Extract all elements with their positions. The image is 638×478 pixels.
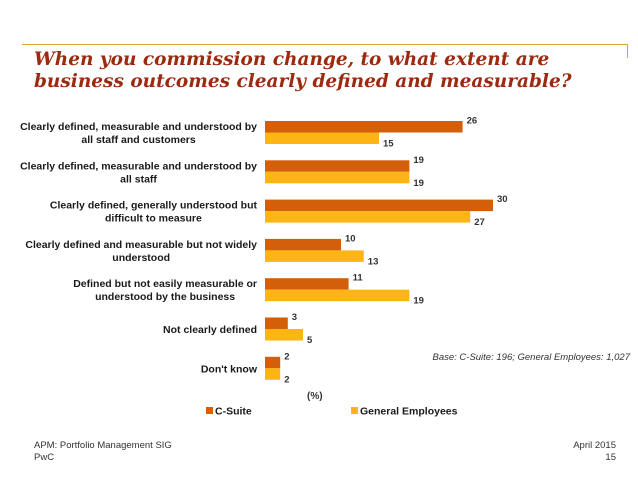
frame-line-corner [627, 44, 628, 58]
category-label: understood by the business [95, 291, 235, 303]
data-label: 19 [413, 155, 424, 166]
data-label: 2 [284, 374, 289, 385]
category-label: all staff [120, 173, 157, 185]
data-label: 10 [345, 233, 356, 244]
data-label: 3 [292, 312, 297, 323]
category-label: Not clearly defined [163, 324, 257, 336]
legend-label: C-Suite [215, 406, 252, 418]
footer-page-number: 15 [605, 452, 616, 463]
bar-c-suite [265, 160, 410, 172]
footer-source: APM: Portfolio Management SIG [34, 440, 172, 451]
bar-c-suite [265, 317, 288, 329]
bar-c-suite [265, 121, 463, 133]
data-label: 30 [497, 194, 508, 205]
frame-line [22, 44, 628, 45]
bar-general-employees [265, 132, 379, 144]
legend-label: General Employees [360, 406, 458, 418]
category-label: all staff and customers [81, 134, 196, 146]
category-label: difficult to measure [105, 213, 202, 225]
bar-general-employees [265, 329, 303, 341]
bar-general-employees [265, 250, 364, 262]
footer-date: April 2015 [573, 440, 616, 451]
data-label: 19 [413, 178, 424, 189]
footer-left: APM: Portfolio Management SIG PwC [34, 440, 172, 464]
bar-c-suite [265, 356, 281, 369]
data-label: 26 [467, 116, 478, 127]
base-note: Base: C-Suite: 196; General Employees: 1… [432, 352, 630, 363]
category-label: Clearly defined, measurable and understo… [20, 121, 257, 133]
data-label: 5 [307, 335, 313, 346]
data-label: 2 [284, 351, 289, 362]
bar-general-employees [265, 368, 281, 380]
bar-general-employees [265, 289, 410, 302]
footer-company: PwC [34, 452, 55, 463]
category-label: Defined but not easily measurable or [73, 278, 257, 290]
bar-c-suite [265, 199, 493, 212]
category-label: Clearly defined, measurable and understo… [20, 160, 257, 172]
category-label: understood [112, 252, 170, 264]
page-title: When you commission change, to what exte… [34, 49, 572, 92]
bar-general-employees [265, 171, 410, 184]
category-label: Don't know [201, 363, 258, 375]
data-label: 19 [413, 296, 424, 307]
data-label: 27 [474, 217, 485, 228]
legend-swatch-c-suite [206, 407, 213, 414]
category-label: Clearly defined, generally understood bu… [50, 200, 258, 212]
bar-c-suite [265, 278, 349, 290]
bar-general-employees [265, 211, 471, 223]
unit-label: (%) [307, 391, 323, 402]
category-label: Clearly defined and measurable but not w… [25, 239, 257, 251]
data-label: 15 [383, 139, 394, 150]
footer-right: April 2015 15 [573, 440, 616, 464]
data-label: 13 [368, 256, 379, 267]
legend-swatch-general-employees [351, 407, 358, 414]
data-label: 11 [353, 273, 364, 284]
bar-c-suite [265, 238, 341, 251]
